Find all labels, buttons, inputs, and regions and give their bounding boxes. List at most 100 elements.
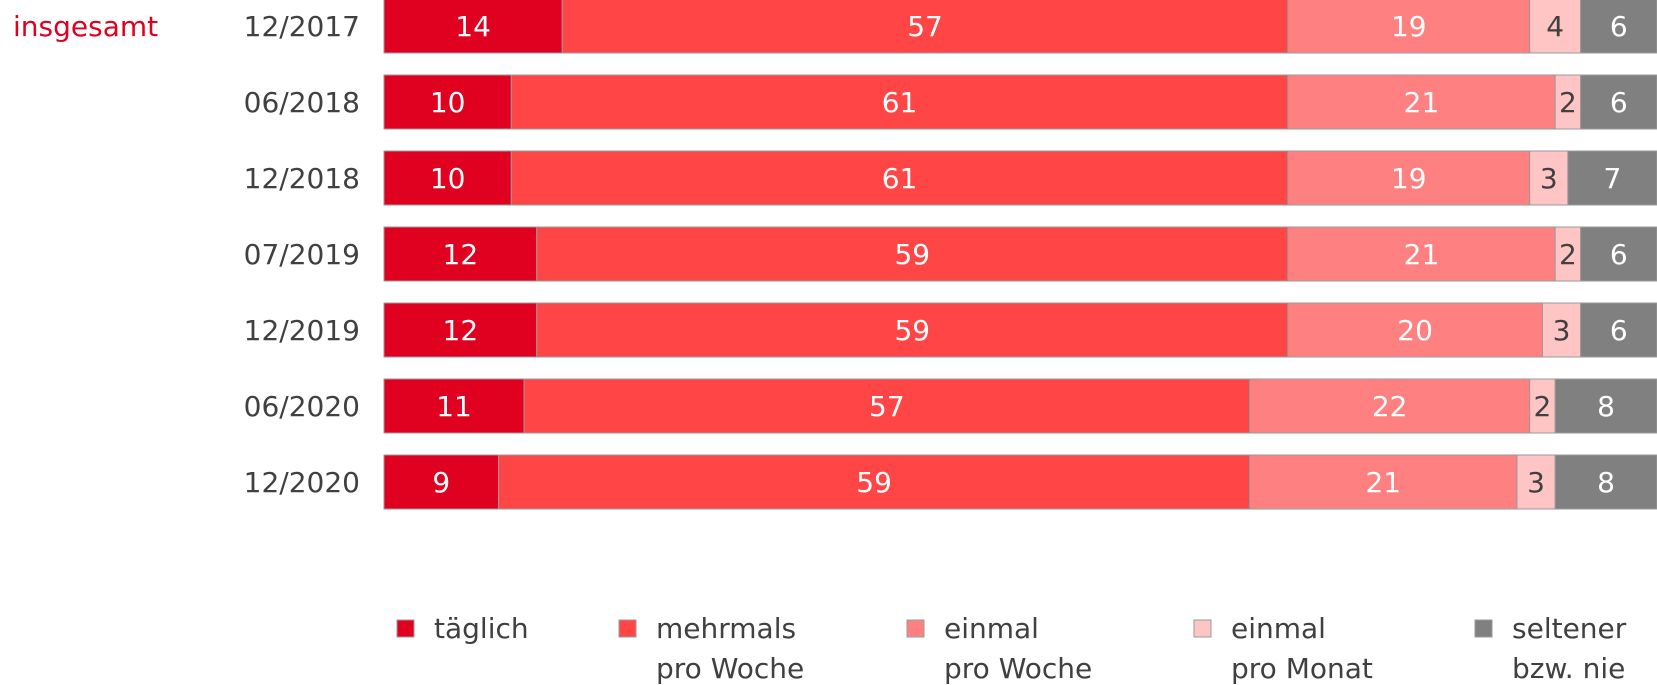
legend-label: pro Woche <box>656 652 804 685</box>
legend-label: einmal <box>1231 612 1326 645</box>
category-label: 07/2019 <box>244 238 360 271</box>
category-label: 12/2017 <box>244 10 360 43</box>
data-label: 10 <box>430 86 466 119</box>
data-label: 3 <box>1527 466 1545 499</box>
data-label: 12 <box>443 238 479 271</box>
legend-swatch <box>1474 619 1493 638</box>
data-label: 6 <box>1610 238 1628 271</box>
group-label: insgesamt <box>13 10 158 43</box>
category-label: 12/2020 <box>244 466 360 499</box>
data-label: 19 <box>1391 10 1427 43</box>
legend-label: bzw. nie <box>1512 652 1625 685</box>
data-label: 59 <box>856 466 892 499</box>
bar-segment <box>1580 226 1657 282</box>
data-label: 9 <box>432 466 450 499</box>
bar-segment <box>1287 150 1531 206</box>
data-label: 61 <box>882 86 918 119</box>
data-label: 61 <box>882 162 918 195</box>
bar-segment <box>1580 302 1657 358</box>
bar-segment <box>561 0 1289 54</box>
legend-item: täglich <box>396 612 529 645</box>
data-label: 6 <box>1610 10 1628 43</box>
bar-segment <box>1287 0 1531 54</box>
data-label: 8 <box>1597 466 1615 499</box>
bar-segment <box>510 150 1289 206</box>
legend-label: seltener <box>1512 612 1627 645</box>
data-label: 2 <box>1559 86 1577 119</box>
data-label: 57 <box>869 390 905 423</box>
legend-item: mehrmals pro Woche <box>618 612 804 685</box>
data-label: 11 <box>436 390 472 423</box>
bar-row: 12/2017 14 57 19 4 6 <box>244 0 1657 54</box>
data-label: 6 <box>1610 314 1628 347</box>
bar-segment <box>1554 226 1582 282</box>
data-label: 59 <box>894 238 930 271</box>
bar-segment <box>1516 454 1556 510</box>
legend-label: einmal <box>944 612 1039 645</box>
bar-segment <box>383 302 538 358</box>
data-label: 3 <box>1540 162 1558 195</box>
bar-row: 06/2020 11 57 22 2 8 <box>244 378 1657 434</box>
data-label: 22 <box>1372 390 1408 423</box>
bar-segment <box>1249 454 1518 510</box>
bar-segment <box>1287 302 1543 358</box>
data-label: 57 <box>907 10 943 43</box>
bar-row: 12/2019 12 59 20 3 6 <box>244 302 1657 358</box>
data-label: 21 <box>1404 238 1440 271</box>
bar-segment <box>383 454 500 510</box>
category-label: 06/2020 <box>244 390 360 423</box>
bar-row: 12/2018 10 61 19 3 7 <box>244 150 1657 206</box>
bars-area: 12/2017 14 57 19 4 606/2018 10 61 21 2 612/2018 10 6… <box>244 0 1657 510</box>
bar-segment <box>383 226 538 282</box>
bar-row: 06/2018 10 61 21 2 6 <box>244 74 1657 130</box>
legend-label: pro Woche <box>944 652 1092 685</box>
category-label: 12/2018 <box>244 162 360 195</box>
category-label: 06/2018 <box>244 86 360 119</box>
data-label: 3 <box>1553 314 1571 347</box>
data-label: 59 <box>894 314 930 347</box>
legend-swatch <box>618 619 637 638</box>
legend-item: einmal pro Woche <box>906 612 1092 685</box>
bar-segment <box>1541 302 1582 358</box>
legend-swatch <box>396 619 415 638</box>
data-label: 2 <box>1534 390 1552 423</box>
bar-segment <box>498 454 1251 510</box>
data-label: 21 <box>1404 86 1440 119</box>
bar-segment <box>383 150 512 206</box>
bar-segment <box>383 378 525 434</box>
bar-segment <box>1287 74 1556 130</box>
legend-label: mehrmals <box>656 612 796 645</box>
data-label: 8 <box>1597 390 1615 423</box>
bar-segment <box>1529 0 1582 54</box>
bar-segment <box>1529 378 1556 434</box>
legend-label: pro Monat <box>1231 652 1373 685</box>
data-label: 7 <box>1604 162 1622 195</box>
bar-row: 12/2020 9 59 21 3 8 <box>244 454 1657 510</box>
bar-segment <box>1580 0 1657 54</box>
data-label: 19 <box>1391 162 1427 195</box>
bar-segment <box>1554 454 1657 510</box>
bar-segment <box>523 378 1251 434</box>
bar-row: 07/2019 12 59 21 2 6 <box>244 226 1657 282</box>
bar-segment <box>536 226 1289 282</box>
legend-item: einmal pro Monat <box>1193 612 1373 685</box>
legend-swatch <box>1193 619 1212 638</box>
bar-segment <box>383 74 512 130</box>
bar-segment <box>510 74 1289 130</box>
data-label: 2 <box>1559 238 1577 271</box>
data-label: 6 <box>1610 86 1628 119</box>
bar-segment <box>1567 150 1657 206</box>
data-label: 10 <box>430 162 466 195</box>
category-label: 12/2019 <box>244 314 360 347</box>
legend-item: seltener bzw. nie <box>1474 612 1627 685</box>
bar-segment <box>383 0 563 54</box>
bar-segment <box>1249 378 1531 434</box>
data-label: 4 <box>1546 10 1564 43</box>
legend-label: täglich <box>434 612 529 645</box>
bar-segment <box>1554 378 1657 434</box>
data-label: 21 <box>1365 466 1401 499</box>
data-label: 12 <box>443 314 479 347</box>
data-label: 14 <box>455 10 491 43</box>
